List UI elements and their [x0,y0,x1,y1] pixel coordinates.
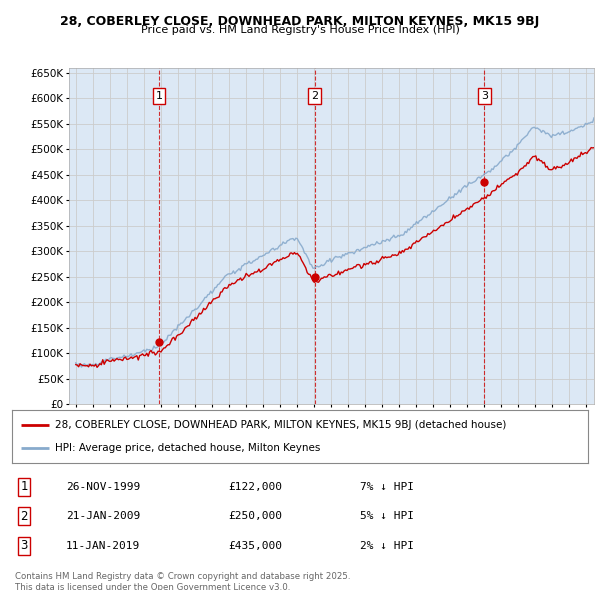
Text: 2: 2 [311,91,318,101]
Text: 3: 3 [20,539,28,552]
Text: 5% ↓ HPI: 5% ↓ HPI [360,512,414,521]
Text: £250,000: £250,000 [228,512,282,521]
Text: 26-NOV-1999: 26-NOV-1999 [66,482,140,491]
Text: 11-JAN-2019: 11-JAN-2019 [66,541,140,550]
Text: 3: 3 [481,91,488,101]
Text: £122,000: £122,000 [228,482,282,491]
Text: 28, COBERLEY CLOSE, DOWNHEAD PARK, MILTON KEYNES, MK15 9BJ: 28, COBERLEY CLOSE, DOWNHEAD PARK, MILTO… [61,15,539,28]
Text: £435,000: £435,000 [228,541,282,550]
Text: HPI: Average price, detached house, Milton Keynes: HPI: Average price, detached house, Milt… [55,443,320,453]
Text: 2% ↓ HPI: 2% ↓ HPI [360,541,414,550]
Text: 21-JAN-2009: 21-JAN-2009 [66,512,140,521]
Text: Contains HM Land Registry data © Crown copyright and database right 2025.
This d: Contains HM Land Registry data © Crown c… [15,572,350,590]
Text: 1: 1 [155,91,163,101]
Text: 1: 1 [20,480,28,493]
Text: 7% ↓ HPI: 7% ↓ HPI [360,482,414,491]
Text: 2: 2 [20,510,28,523]
Text: Price paid vs. HM Land Registry's House Price Index (HPI): Price paid vs. HM Land Registry's House … [140,25,460,35]
Text: 28, COBERLEY CLOSE, DOWNHEAD PARK, MILTON KEYNES, MK15 9BJ (detached house): 28, COBERLEY CLOSE, DOWNHEAD PARK, MILTO… [55,420,506,430]
